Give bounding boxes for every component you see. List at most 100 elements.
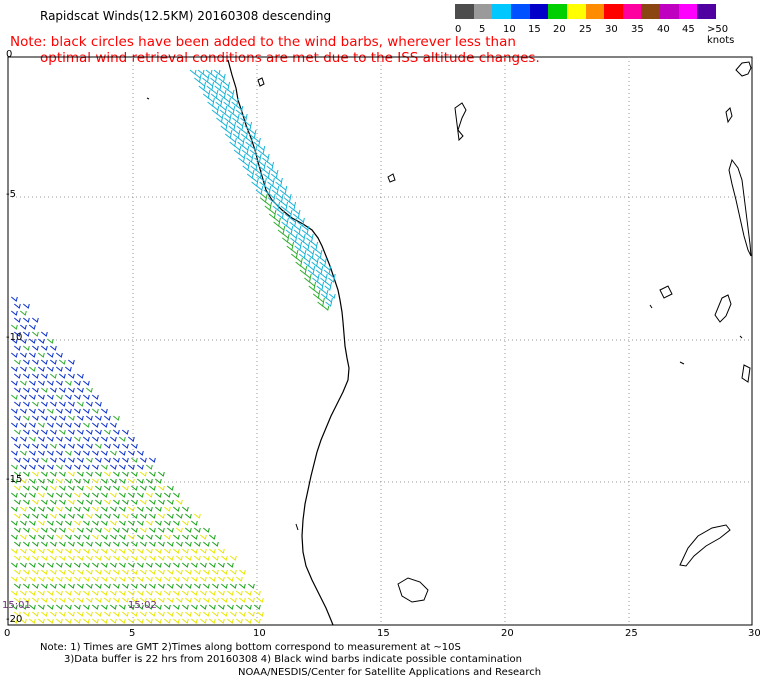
wind-barb xyxy=(31,443,39,449)
wind-barb xyxy=(31,387,39,393)
wind-barb xyxy=(28,324,36,330)
wind-barb xyxy=(73,450,81,456)
wind-barb xyxy=(58,359,66,365)
wind-barb xyxy=(157,597,165,603)
wind-barb xyxy=(282,233,290,239)
time-label-2: 15:02 xyxy=(128,600,157,611)
wind-barb xyxy=(19,590,27,596)
wind-barb xyxy=(328,293,336,299)
wind-barb xyxy=(286,225,294,231)
wind-barb xyxy=(64,562,72,568)
wind-barb xyxy=(127,534,135,540)
wind-barb xyxy=(10,548,18,554)
lake-small-6 xyxy=(397,577,429,603)
wind-barb xyxy=(19,380,27,386)
wind-barb xyxy=(67,415,75,421)
wind-barb xyxy=(224,97,231,103)
wind-barb xyxy=(322,305,330,311)
wind-barb xyxy=(94,597,102,603)
wind-barb xyxy=(58,401,66,407)
wind-barb xyxy=(127,548,135,554)
wind-barb xyxy=(91,562,99,568)
wind-barb xyxy=(91,520,99,526)
wind-barb xyxy=(121,541,129,547)
wind-barb xyxy=(19,436,27,442)
wind-barb xyxy=(10,506,18,512)
wind-barb xyxy=(82,534,90,540)
wind-barb xyxy=(145,562,153,568)
wind-barb xyxy=(163,576,171,582)
wind-barb xyxy=(112,513,120,519)
wind-barb xyxy=(58,471,66,477)
y-tick-label: -5 xyxy=(6,189,16,200)
wind-barb xyxy=(172,562,180,568)
wind-barb xyxy=(181,576,189,582)
wind-barb xyxy=(312,277,319,283)
wind-barb xyxy=(127,576,135,582)
wind-barb xyxy=(238,597,246,603)
wind-barb xyxy=(85,457,93,463)
wind-barb xyxy=(64,422,72,428)
wind-barb xyxy=(103,415,111,421)
wind-barb xyxy=(328,273,336,279)
wind-barb xyxy=(312,257,319,263)
wind-barb xyxy=(190,562,198,568)
wind-barbs xyxy=(10,69,336,624)
wind-barb xyxy=(130,457,138,463)
wind-barb xyxy=(268,177,275,183)
wind-barb xyxy=(157,611,165,617)
wind-barb xyxy=(311,241,319,247)
wind-barb xyxy=(28,436,36,442)
wind-barb xyxy=(10,408,18,414)
wind-barb xyxy=(37,422,45,428)
wind-barb xyxy=(281,201,289,207)
wind-barb xyxy=(193,555,201,561)
wind-barb xyxy=(100,576,108,582)
wind-barb xyxy=(276,177,283,183)
wind-barb xyxy=(223,101,231,107)
wind-barb xyxy=(67,541,75,547)
wind-barb xyxy=(243,161,251,167)
wind-barb xyxy=(157,541,165,547)
wind-barb xyxy=(271,189,279,195)
wind-barb xyxy=(46,548,54,554)
wind-barb xyxy=(190,548,198,554)
wind-barb xyxy=(279,189,287,195)
wind-barb xyxy=(273,221,281,227)
wind-barb xyxy=(58,373,66,379)
wind-barb xyxy=(190,520,198,526)
wind-barb xyxy=(64,576,72,582)
wind-barb xyxy=(294,245,302,251)
wind-barb xyxy=(76,429,84,435)
wind-barb xyxy=(19,618,27,624)
wind-barb xyxy=(55,394,63,400)
wind-barb xyxy=(244,604,252,610)
wind-barb xyxy=(290,237,297,243)
wind-barb xyxy=(251,181,259,187)
wind-barb xyxy=(118,534,126,540)
map-frame xyxy=(7,56,753,626)
wind-barb xyxy=(10,478,18,484)
wind-barb xyxy=(254,173,262,179)
wind-barb xyxy=(40,359,48,365)
wind-barb xyxy=(64,520,72,526)
wind-barb xyxy=(118,450,126,456)
wind-barb xyxy=(213,69,221,75)
wind-barb xyxy=(85,555,93,561)
wind-barb xyxy=(320,257,327,263)
wind-barb xyxy=(215,81,223,87)
wind-barb xyxy=(40,597,48,603)
footer-note-2: 3)Data buffer is 22 hrs from 20160308 4)… xyxy=(64,654,522,665)
island-sao-tome xyxy=(146,97,150,100)
wind-barb xyxy=(298,237,305,243)
y-tick-label: -10 xyxy=(6,332,23,343)
wind-barb xyxy=(118,590,126,596)
wind-barb xyxy=(22,373,30,379)
wind-barb xyxy=(100,436,108,442)
wind-barb xyxy=(163,520,171,526)
wind-barb xyxy=(40,471,48,477)
wind-barb xyxy=(40,527,48,533)
wind-barb xyxy=(103,555,111,561)
wind-barb xyxy=(67,429,75,435)
wind-barb xyxy=(258,165,266,171)
